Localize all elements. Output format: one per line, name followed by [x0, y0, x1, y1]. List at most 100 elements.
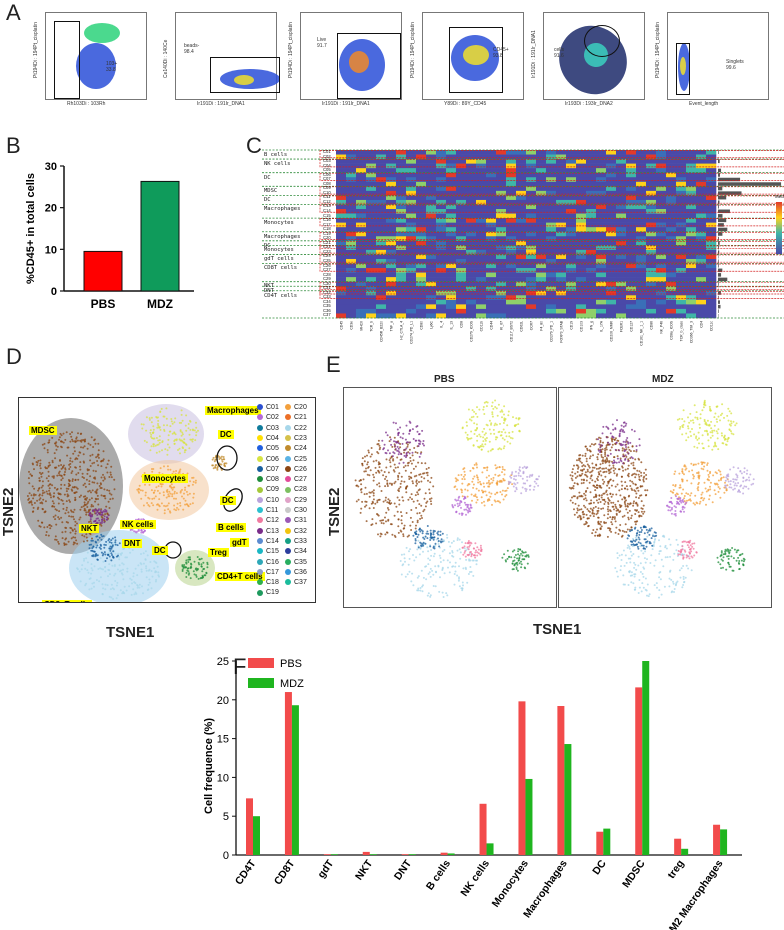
cell-point — [39, 462, 42, 465]
cell-point — [515, 475, 518, 477]
cell-point — [488, 491, 491, 494]
cell-point — [513, 478, 515, 480]
heatmap-cell — [626, 190, 637, 196]
cell-point — [619, 510, 622, 513]
cell-point — [201, 577, 204, 579]
cell-point — [170, 483, 173, 486]
cell-point — [605, 470, 608, 473]
cell-point — [387, 508, 390, 511]
heatmap-cell — [606, 231, 617, 237]
cell-point — [415, 484, 418, 487]
heatmap-cell — [686, 190, 697, 196]
cell-point — [464, 550, 467, 553]
heatmap-cell — [616, 186, 627, 192]
cell-point — [420, 542, 423, 545]
cell-point — [118, 542, 121, 545]
cell-point — [185, 443, 188, 446]
cell-point — [200, 563, 203, 566]
cell-point — [402, 499, 405, 502]
cell-point — [91, 510, 94, 513]
cell-point — [97, 442, 100, 445]
heatmap-cell — [436, 218, 447, 223]
heatmap-cell — [646, 286, 657, 292]
cell-point — [85, 511, 88, 514]
cell-point — [456, 549, 459, 552]
heatmap-cell — [616, 163, 627, 169]
cell-point — [393, 452, 396, 455]
cell-point — [594, 480, 597, 483]
heatmap-cell — [366, 295, 377, 301]
heatmap-cell — [456, 154, 467, 160]
cell-point — [157, 485, 160, 488]
cluster-points-1 — [568, 435, 649, 538]
heatmap-cell — [576, 199, 587, 205]
cell-point — [478, 408, 481, 411]
heatmap-cell — [616, 236, 627, 242]
cell-point — [180, 434, 183, 437]
cell-point — [490, 423, 492, 426]
heatmap-cell — [686, 163, 697, 169]
cell-point — [412, 584, 415, 587]
heatmap-cell — [576, 304, 587, 310]
cell-point — [479, 546, 482, 549]
legend-label: C15 — [266, 548, 279, 556]
heatmap-cell — [546, 213, 557, 219]
heatmap-cell — [616, 290, 627, 296]
heatmap-cell — [556, 172, 567, 178]
cell-point — [147, 583, 150, 586]
cell-point — [364, 486, 367, 489]
cell-point — [512, 416, 514, 419]
cell-point — [141, 427, 144, 430]
cell-point — [730, 412, 733, 415]
cell-point — [629, 485, 632, 487]
cell-point — [46, 492, 49, 495]
cell-point — [497, 403, 500, 406]
cell-point — [75, 436, 78, 439]
heatmap-cell — [576, 172, 587, 178]
cell-point — [376, 513, 379, 516]
cell-point — [624, 503, 627, 506]
heatmap-cell — [356, 290, 367, 296]
heatmap-cell — [516, 181, 527, 187]
cell-point — [412, 438, 415, 440]
heatmap-cell — [456, 172, 467, 178]
cell-point — [377, 439, 380, 442]
cell-point — [594, 495, 597, 498]
cell-point — [78, 496, 81, 498]
heatmap-cell — [436, 240, 447, 246]
cell-point — [473, 410, 476, 413]
heatmap-cell — [576, 268, 587, 273]
cell-point — [418, 512, 421, 514]
heatmap-cell — [456, 177, 467, 183]
heatmap-cell — [646, 295, 657, 301]
heatmap-cell — [446, 304, 457, 310]
cell-point — [111, 587, 114, 590]
cell-type-label: gdT — [230, 538, 249, 547]
cell-point — [584, 471, 587, 474]
cell-point — [577, 504, 580, 507]
cell-point — [39, 464, 41, 467]
cell-point — [62, 441, 65, 444]
group-label: Macrophages — [264, 233, 301, 240]
cluster-points-1 — [354, 436, 435, 538]
cell-point — [396, 445, 399, 448]
cell-point — [136, 586, 139, 589]
legend-item-c33: C33 — [285, 538, 307, 545]
cell-point — [416, 521, 419, 524]
cell-point — [81, 564, 84, 567]
cell-point — [145, 565, 148, 568]
cell-point — [474, 551, 477, 554]
cell-point — [30, 474, 33, 477]
marker-label: IL_13 — [450, 321, 454, 330]
cell-point — [95, 579, 98, 581]
cell-point — [535, 482, 538, 485]
cell-point — [184, 499, 187, 502]
heatmap-cell — [486, 240, 497, 246]
heatmap-cell — [656, 263, 667, 269]
heatmap-cell — [466, 295, 477, 301]
heatmap-cell — [636, 209, 647, 214]
heatmap-cell — [546, 227, 557, 233]
frequency-bar — [718, 191, 742, 195]
heatmap-cell — [536, 231, 547, 237]
cell-point — [84, 485, 87, 488]
